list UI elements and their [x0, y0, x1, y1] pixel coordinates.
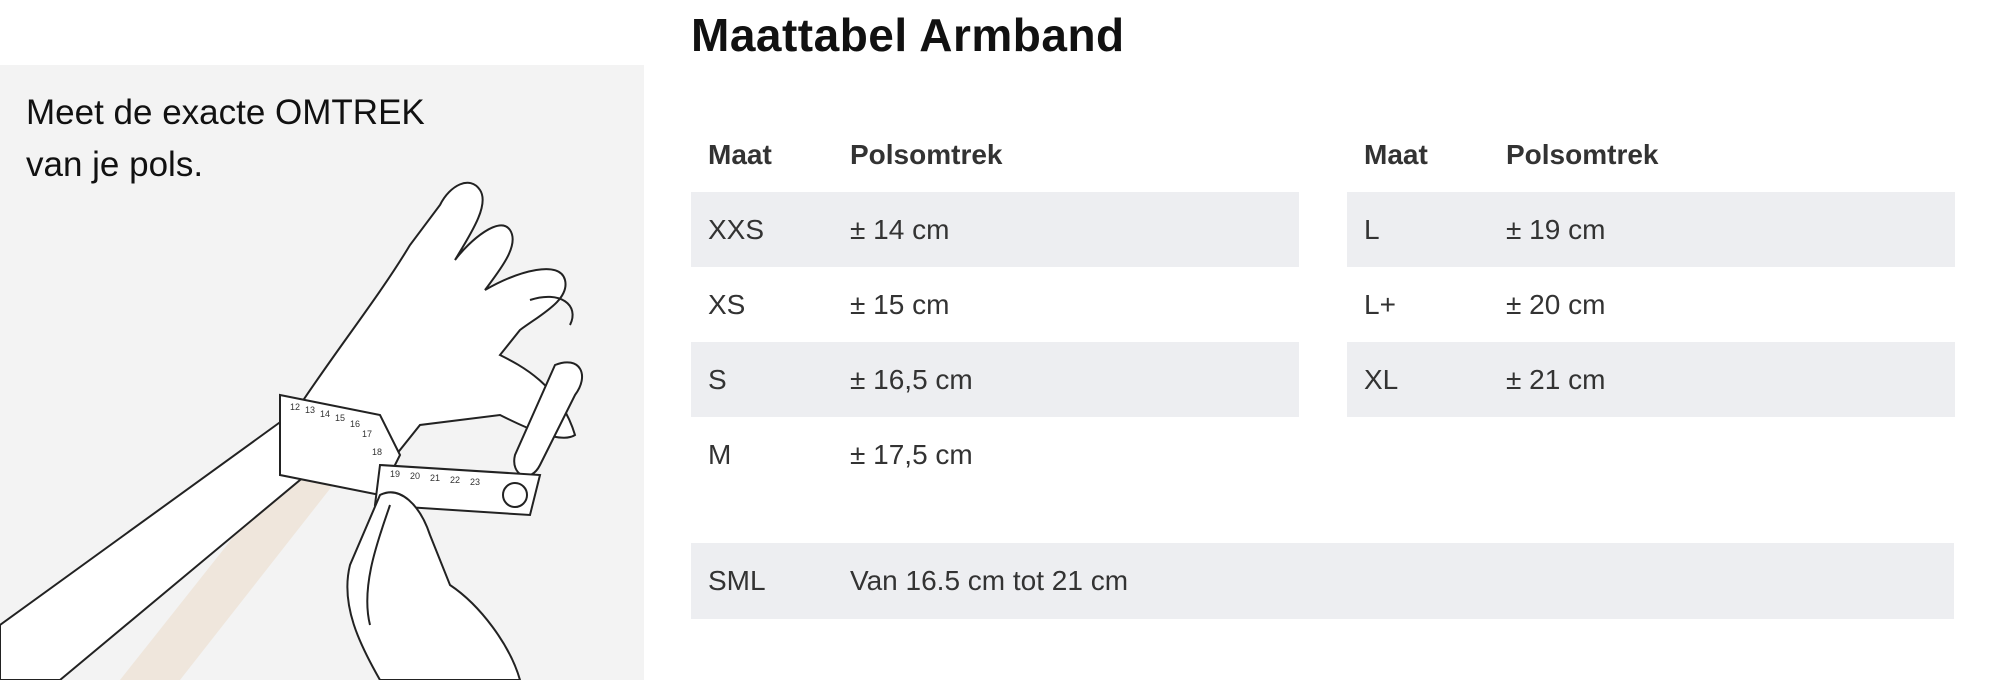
table-row: S ± 16,5 cm: [691, 342, 1299, 417]
tape-number: 14: [320, 409, 330, 419]
tape-number: 21: [430, 473, 440, 483]
table-row: L+ ± 20 cm: [1347, 267, 1955, 342]
value-cell: ± 14 cm: [850, 213, 950, 245]
value-cell: ± 19 cm: [1506, 213, 1606, 245]
table-header: Maat Polsomtrek: [1347, 117, 1955, 192]
tape-number: 23: [470, 477, 480, 487]
value-cell: ± 16,5 cm: [850, 363, 973, 395]
sml-row: SML Van 16.5 cm tot 21 cm: [691, 543, 1954, 619]
header-size: Maat: [708, 138, 772, 170]
instruction-line-2: van je pols.: [26, 145, 204, 184]
size-table-right: Maat Polsomtrek L ± 19 cm L+ ± 20 cm XL …: [1347, 117, 1955, 417]
measure-instruction-panel: 12 13 14 15 16 17 18 19 20 21 22 23 Meet de exacte …: [0, 65, 644, 680]
size-cell: S: [708, 363, 727, 395]
measure-instruction-text: Meet de exacte OMTREK van je pols.: [26, 87, 425, 191]
instruction-line-1: Meet de exacte OMTREK: [26, 93, 425, 132]
size-cell: XL: [1364, 363, 1399, 395]
tape-number: 22: [450, 475, 460, 485]
table-header: Maat Polsomtrek: [691, 117, 1299, 192]
size-cell: SML: [708, 565, 766, 596]
tape-number: 17: [362, 429, 372, 439]
table-row: M ± 17,5 cm: [691, 417, 1299, 492]
header-size: Maat: [1364, 138, 1428, 170]
size-cell: XS: [708, 288, 746, 320]
size-cell: L: [1364, 213, 1380, 245]
table-row: XXS ± 14 cm: [691, 192, 1299, 267]
tape-number: 19: [390, 469, 400, 479]
value-cell: ± 21 cm: [1506, 363, 1606, 395]
tape-number: 20: [410, 471, 420, 481]
tape-number: 13: [305, 405, 315, 415]
size-cell: XXS: [708, 213, 765, 245]
table-row: XL ± 21 cm: [1347, 342, 1955, 417]
size-table-left: Maat Polsomtrek XXS ± 14 cm XS ± 15 cm S…: [691, 117, 1299, 492]
value-cell: Van 16.5 cm tot 21 cm: [850, 565, 1129, 596]
header-circumference: Polsomtrek: [850, 138, 1003, 170]
value-cell: ± 20 cm: [1506, 288, 1606, 320]
tape-number: 16: [350, 419, 360, 429]
header-circumference: Polsomtrek: [1506, 138, 1659, 170]
size-cell: L+: [1364, 288, 1396, 320]
value-cell: ± 15 cm: [850, 288, 950, 320]
tape-number: 15: [335, 413, 345, 423]
tape-number: 18: [372, 447, 382, 457]
table-row: L ± 19 cm: [1347, 192, 1955, 267]
tape-number: 12: [290, 402, 300, 412]
page-title: Maattabel Armband: [691, 9, 1125, 61]
size-cell: M: [708, 438, 732, 470]
value-cell: ± 17,5 cm: [850, 438, 973, 470]
table-row: XS ± 15 cm: [691, 267, 1299, 342]
